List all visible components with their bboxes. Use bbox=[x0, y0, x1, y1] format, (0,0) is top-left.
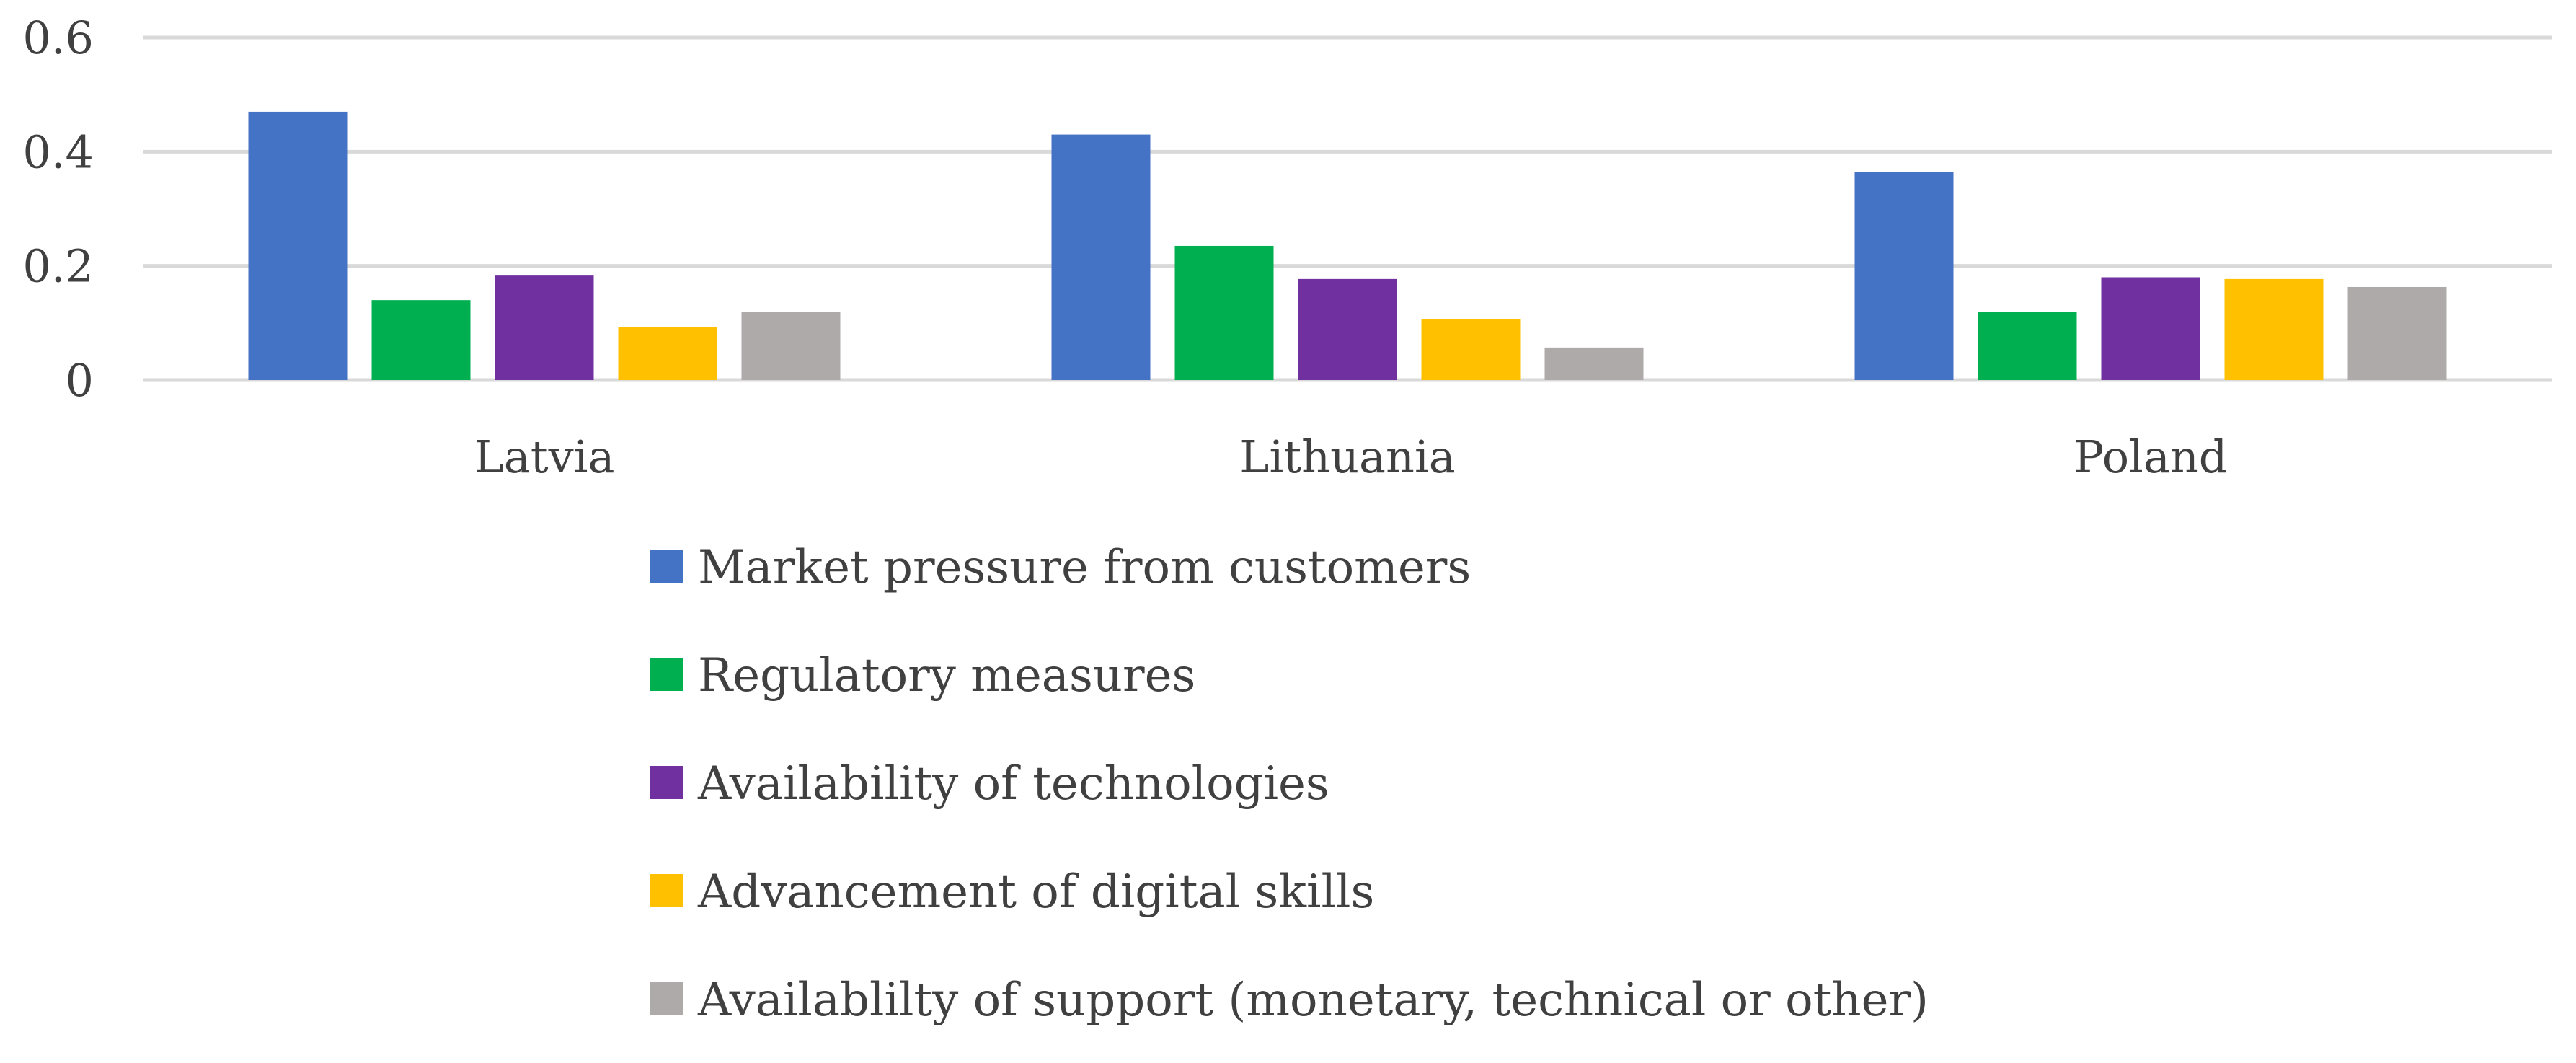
legend-label: Market pressure from customers bbox=[698, 541, 1471, 594]
bar-poland-series-2 bbox=[1978, 312, 2077, 380]
legend-label: Availablilty of support (monetary, techn… bbox=[697, 974, 1929, 1027]
legend-swatch bbox=[650, 874, 683, 907]
bar-latvia-series-5 bbox=[741, 312, 841, 380]
bar-poland-series-3 bbox=[2101, 277, 2200, 380]
y-tick-label: 0 bbox=[66, 354, 94, 407]
legend-swatch bbox=[650, 766, 683, 799]
bar-latvia-series-3 bbox=[495, 275, 594, 380]
legend-label: Availability of technologies bbox=[697, 757, 1329, 811]
x-category-label: Poland bbox=[2074, 431, 2228, 483]
x-axis-category-labels: Latvia Lithuania Poland bbox=[474, 431, 2228, 483]
legend-swatch bbox=[650, 658, 683, 691]
x-category-label: Lithuania bbox=[1239, 431, 1455, 483]
bar-lithuania-series-2 bbox=[1174, 245, 1274, 380]
bar-lithuania-series-4 bbox=[1421, 319, 1521, 380]
bar-poland-series-5 bbox=[2347, 286, 2447, 380]
y-axis-tick-labels: 0 0.2 0.4 0.6 bbox=[22, 12, 94, 407]
legend: Market pressure from customers Regulatory… bbox=[650, 541, 1929, 1027]
legend-item: Availablilty of support (monetary, techn… bbox=[650, 974, 1929, 1027]
bar-poland-series-4 bbox=[2224, 278, 2324, 380]
legend-label: Regulatory measures bbox=[698, 649, 1195, 702]
bar-lithuania-series-5 bbox=[1544, 347, 1644, 380]
bar-lithuania-series-3 bbox=[1298, 278, 1397, 380]
legend-label: Advancement of digital skills bbox=[697, 865, 1374, 919]
legend-item: Availability of technologies bbox=[650, 757, 1329, 811]
bar-poland-series-1 bbox=[1854, 172, 1954, 380]
legend-item: Regulatory measures bbox=[650, 649, 1195, 702]
y-tick-label: 0.6 bbox=[22, 12, 94, 64]
legend-swatch bbox=[650, 550, 683, 583]
legend-item: Market pressure from customers bbox=[650, 541, 1471, 594]
bar-latvia-series-4 bbox=[618, 327, 717, 380]
y-tick-label: 0.2 bbox=[22, 240, 94, 293]
legend-swatch bbox=[650, 982, 683, 1015]
bar-lithuania-series-1 bbox=[1051, 134, 1151, 381]
bar-latvia-series-1 bbox=[248, 111, 348, 380]
bar-latvia-series-2 bbox=[371, 300, 471, 380]
y-tick-label: 0.4 bbox=[22, 125, 94, 178]
x-category-label: Latvia bbox=[474, 431, 615, 483]
legend-item: Advancement of digital skills bbox=[650, 865, 1374, 919]
bars bbox=[248, 111, 2447, 381]
